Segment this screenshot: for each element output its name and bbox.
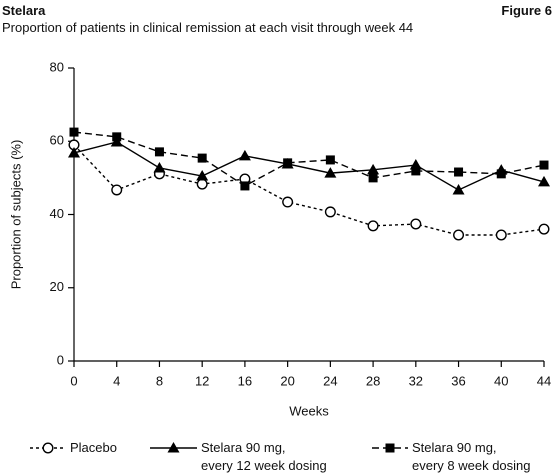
figure-label: Figure 6: [501, 3, 552, 18]
x-tick-label: 20: [280, 373, 294, 388]
y-tick-label: 0: [57, 352, 64, 367]
chart-title: Stelara: [2, 3, 46, 18]
point: [111, 184, 123, 196]
point: [69, 127, 79, 137]
legend-marker: [42, 442, 54, 454]
y-axis-label: Proportion of subjects (%): [8, 140, 23, 290]
point: [410, 218, 422, 230]
point: [495, 229, 507, 241]
point: [112, 132, 122, 142]
legend-label: Stelara 90 mg, every 8 week dosing: [412, 440, 531, 473]
series-line: [73, 141, 545, 191]
x-tick-label: 16: [238, 373, 252, 388]
point: [453, 229, 465, 241]
legend-label: Stelara 90 mg, every 12 week dosing: [201, 440, 327, 473]
point: [452, 183, 465, 195]
x-tick-label: 36: [451, 373, 465, 388]
point: [238, 149, 251, 161]
x-tick-label: 24: [323, 373, 337, 388]
x-tick-label: 28: [366, 373, 380, 388]
point: [539, 160, 549, 170]
point: [368, 173, 378, 183]
point: [324, 206, 336, 218]
series-line: [73, 144, 545, 236]
y-tick-label: 20: [50, 279, 64, 294]
x-tick-label: 4: [113, 373, 120, 388]
legend-marker: [385, 443, 395, 453]
point: [325, 155, 335, 165]
point: [282, 196, 294, 208]
legend-marker: [167, 442, 180, 453]
point: [153, 161, 166, 173]
point: [411, 166, 421, 176]
y-tick-label: 40: [50, 206, 64, 221]
point: [240, 181, 250, 191]
point: [196, 178, 208, 190]
point: [538, 223, 550, 235]
point: [538, 175, 550, 187]
x-tick-label: 44: [537, 373, 551, 388]
y-tick-label: 60: [50, 133, 64, 148]
y-tick-label: 80: [50, 59, 64, 74]
point: [324, 167, 337, 178]
x-tick-label: 40: [494, 373, 508, 388]
point: [68, 146, 80, 158]
point: [196, 170, 209, 181]
x-tick-label: 0: [70, 373, 77, 388]
x-tick-label: 12: [195, 373, 209, 388]
x-tick-label: 32: [409, 373, 423, 388]
point: [197, 153, 207, 163]
x-axis-label: Weeks: [289, 403, 329, 418]
legend-label: Placebo: [70, 440, 117, 455]
point: [367, 163, 380, 175]
point: [367, 220, 379, 232]
series-line: [73, 131, 545, 187]
x-tick-label: 8: [156, 373, 163, 388]
chart-subtitle: Proportion of patients in clinical remis…: [2, 20, 414, 35]
point: [283, 158, 293, 168]
point: [496, 169, 506, 179]
point: [154, 147, 164, 157]
point: [454, 167, 464, 177]
